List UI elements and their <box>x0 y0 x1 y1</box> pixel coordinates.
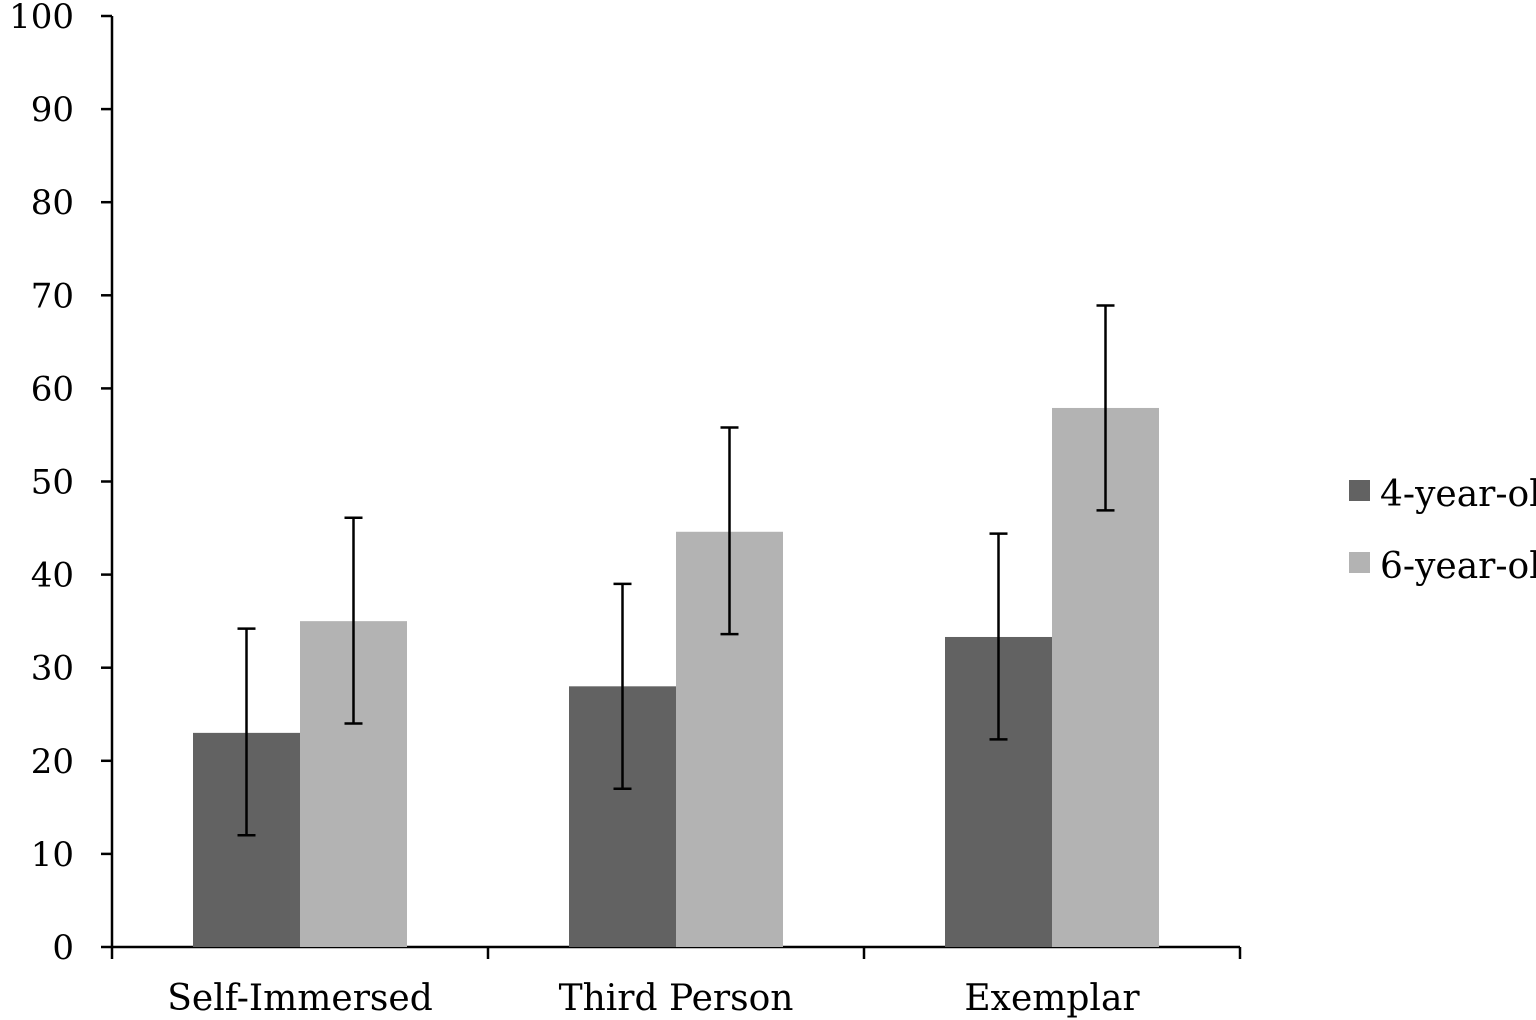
legend-label: 6-year-ol <box>1380 546 1536 587</box>
x-category-label: Third Person <box>559 978 794 1019</box>
legend-swatch <box>1349 552 1370 573</box>
bars <box>193 407 1159 947</box>
legend: 4-year-ol 6-year-ol <box>1349 474 1536 587</box>
y-tick-label: 100 <box>9 0 74 37</box>
x-category-label: Self-Immersed <box>167 978 433 1019</box>
legend-swatch <box>1349 480 1370 501</box>
y-tick-label: 50 <box>31 463 74 503</box>
y-tick-label: 0 <box>52 928 74 968</box>
y-tick-label: 40 <box>31 556 74 596</box>
error-bars <box>237 304 1115 837</box>
x-axis: Self-Immersed Third Person Exemplar <box>110 945 1242 1019</box>
y-axis: 0 10 20 30 40 50 60 70 80 90 100 <box>9 0 114 968</box>
y-tick-label: 20 <box>31 742 74 782</box>
y-tick-label: 30 <box>31 649 74 689</box>
y-tick-label: 90 <box>31 90 74 130</box>
x-category-label: Exemplar <box>964 978 1140 1019</box>
y-tick-label: 80 <box>31 183 74 223</box>
y-tick-label: 10 <box>31 835 74 875</box>
y-tick-label: 60 <box>31 369 74 409</box>
legend-label: 4-year-ol <box>1380 474 1536 515</box>
y-tick-label: 70 <box>31 276 74 316</box>
